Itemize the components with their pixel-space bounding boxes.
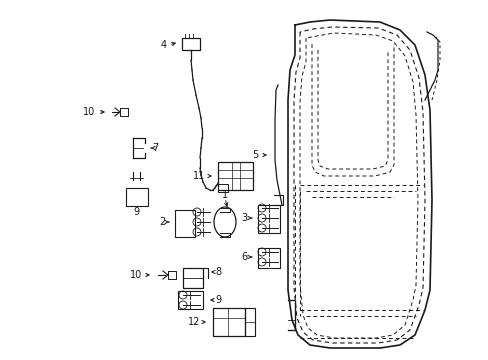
Text: 12: 12	[187, 317, 200, 327]
Text: 8: 8	[215, 267, 221, 277]
Bar	[258, 248, 280, 268]
Text: 9: 9	[215, 295, 221, 305]
Bar	[218, 184, 227, 192]
Text: 4: 4	[161, 40, 167, 50]
Text: 2: 2	[159, 217, 164, 227]
Text: 6: 6	[241, 252, 246, 262]
Bar	[218, 162, 252, 190]
Bar	[244, 308, 254, 336]
Text: 3: 3	[241, 213, 246, 223]
Bar	[175, 210, 195, 237]
Text: 7: 7	[152, 143, 158, 153]
Bar	[178, 291, 203, 309]
Text: 9: 9	[133, 207, 139, 217]
Bar	[182, 38, 200, 50]
Text: 11: 11	[192, 171, 204, 181]
Text: 10: 10	[82, 107, 95, 117]
Text: 1: 1	[222, 190, 228, 200]
Bar	[183, 268, 203, 288]
Bar	[258, 205, 280, 233]
Bar	[126, 188, 148, 206]
Text: 5: 5	[251, 150, 258, 160]
Bar	[213, 308, 244, 336]
Text: 10: 10	[129, 270, 142, 280]
